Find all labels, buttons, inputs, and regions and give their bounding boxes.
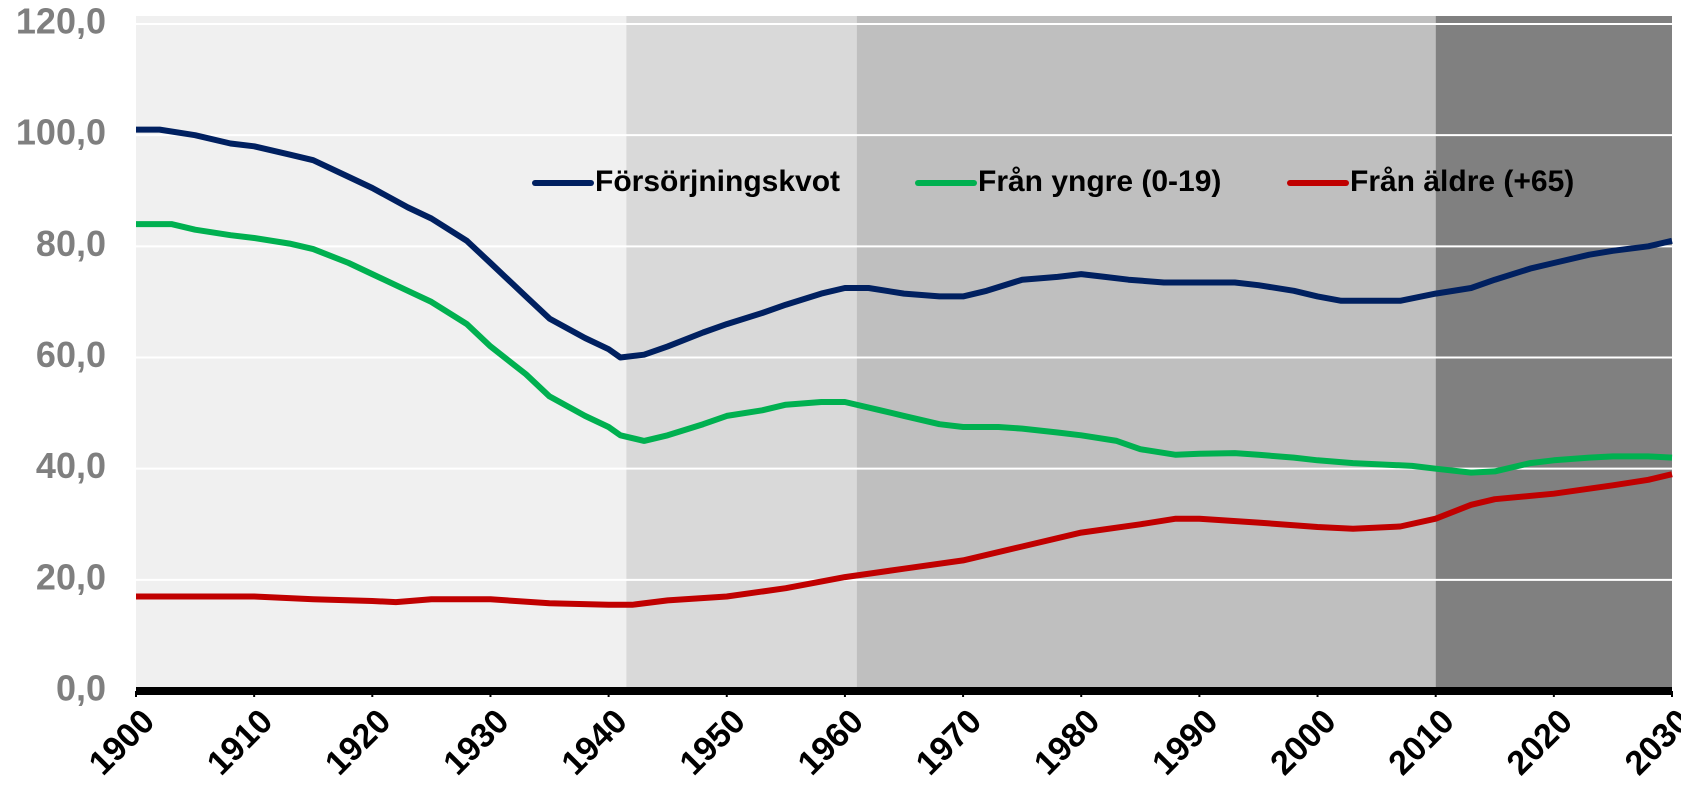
x-tick-label: 2000 <box>1263 702 1343 782</box>
y-tick-label: 120,0 <box>16 1 106 42</box>
x-tick-label: 1970 <box>909 702 989 782</box>
background-band <box>136 16 626 691</box>
y-tick-label: 0,0 <box>56 668 106 709</box>
x-tick-label: 1950 <box>672 702 752 782</box>
x-tick-label: 1940 <box>554 702 634 782</box>
x-tick-label: 2010 <box>1381 702 1461 782</box>
background-band <box>626 16 856 691</box>
x-tick-label: 1910 <box>200 702 280 782</box>
x-tick-label: 1920 <box>318 702 398 782</box>
chart: 0,0 20,0 40,0 60,0 80,0 100,0 120,0 1900 1910 192… <box>0 0 1681 800</box>
y-tick-label: 100,0 <box>16 112 106 153</box>
background-band <box>1436 16 1672 691</box>
legend-label: Från äldre (+65) <box>1350 165 1574 198</box>
x-tick-label: 1900 <box>82 702 162 782</box>
y-tick-label: 20,0 <box>36 556 106 597</box>
y-tick-label: 40,0 <box>36 445 106 486</box>
x-tick-label: 2020 <box>1499 702 1579 782</box>
y-tick-label: 80,0 <box>36 223 106 264</box>
legend-label: Försörjningskvot <box>595 165 840 198</box>
legend-label: Från yngre (0-19) <box>978 165 1221 198</box>
background-band <box>857 16 1436 691</box>
x-tick-label: 1960 <box>791 702 871 782</box>
x-tick-label: 1980 <box>1027 702 1107 782</box>
y-tick-label: 60,0 <box>36 334 106 375</box>
x-tick-label: 2030 <box>1618 702 1681 782</box>
x-tick-label: 1990 <box>1145 702 1225 782</box>
x-tick-label: 1930 <box>436 702 516 782</box>
